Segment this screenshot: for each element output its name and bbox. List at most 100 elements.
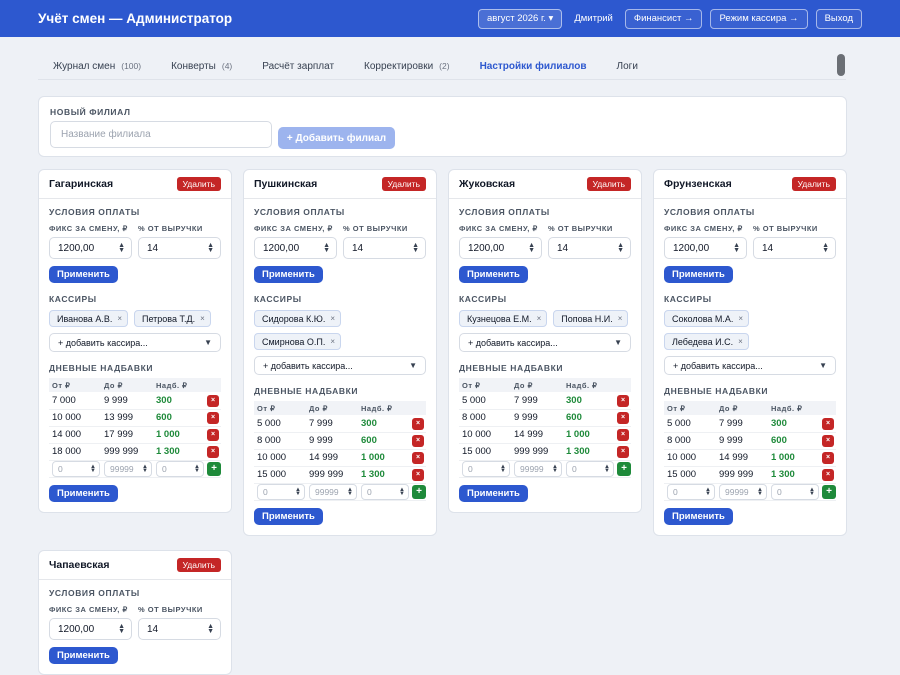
delete-branch-button[interactable]: Удалить xyxy=(381,177,426,191)
new-from-input[interactable]: 0 ▲ ▼ xyxy=(667,483,715,500)
apply-payment-button[interactable]: Применить xyxy=(49,266,118,283)
apply-bonuses-button[interactable]: Применить xyxy=(254,507,323,525)
delete-bonus-icon[interactable]: × xyxy=(207,411,219,424)
delete-bonus-icon[interactable]: × xyxy=(617,428,629,441)
delete-bonus-icon[interactable]: × xyxy=(822,434,834,447)
apply-payment-button[interactable]: Применить xyxy=(254,266,323,283)
spinner-icon[interactable]: ▲ ▼ xyxy=(500,463,506,474)
add-bonus-icon[interactable]: + xyxy=(617,461,631,476)
new-bonus-input[interactable]: 0 ▲ ▼ xyxy=(156,460,204,477)
revenue-percent-input[interactable]: 14 ▲ ▼ xyxy=(753,237,836,259)
logout-button[interactable]: Выход xyxy=(815,8,862,29)
add-cashier-select[interactable]: + добавить кассира... ▼ xyxy=(459,333,631,352)
delete-bonus-icon[interactable]: × xyxy=(412,451,424,464)
remove-cashier-icon[interactable]: × xyxy=(117,314,122,323)
remove-cashier-icon[interactable]: × xyxy=(738,337,743,346)
revenue-percent-input[interactable]: 14 ▲ ▼ xyxy=(138,618,221,640)
month-selector[interactable]: август 2026 г. ▾ xyxy=(478,8,563,29)
spinner-icon[interactable]: ▲ ▼ xyxy=(347,486,353,497)
tab-branch-settings[interactable]: Настройки филиалов xyxy=(465,55,602,77)
delete-bonus-icon[interactable]: × xyxy=(412,468,424,481)
remove-cashier-icon[interactable]: × xyxy=(330,337,336,346)
new-to-input[interactable]: 99999 ▲ ▼ xyxy=(719,483,767,500)
delete-bonus-icon[interactable]: × xyxy=(822,451,834,464)
delete-bonus-icon[interactable]: × xyxy=(412,417,424,430)
new-from-input[interactable]: 0 ▲ ▼ xyxy=(462,460,510,477)
apply-bonuses-button[interactable]: Применить xyxy=(459,484,528,502)
fix-per-shift-input[interactable]: 1200,00 ▲ ▼ xyxy=(459,237,542,259)
spinner-icon[interactable]: ▲ ▼ xyxy=(733,242,740,254)
spinner-icon[interactable]: ▲ ▼ xyxy=(412,242,419,254)
add-cashier-select[interactable]: + добавить кассира... ▼ xyxy=(254,356,426,375)
add-branch-button[interactable]: + Добавить филиал xyxy=(278,127,395,149)
delete-bonus-icon[interactable]: × xyxy=(207,445,219,458)
revenue-percent-input[interactable]: 14 ▲ ▼ xyxy=(548,237,631,259)
cashier-mode-button[interactable]: Режим кассира → xyxy=(710,8,808,29)
apply-bonuses-button[interactable]: Применить xyxy=(664,507,733,525)
spinner-icon[interactable]: ▲ ▼ xyxy=(757,486,763,497)
add-bonus-icon[interactable]: + xyxy=(412,484,426,499)
revenue-percent-input[interactable]: 14 ▲ ▼ xyxy=(343,237,426,259)
add-bonus-icon[interactable]: + xyxy=(822,484,836,499)
spinner-icon[interactable]: ▲ ▼ xyxy=(604,463,610,474)
fix-per-shift-input[interactable]: 1200,00 ▲ ▼ xyxy=(664,237,747,259)
spinner-icon[interactable]: ▲ ▼ xyxy=(528,242,535,254)
delete-bonus-icon[interactable]: × xyxy=(617,445,629,458)
delete-bonus-icon[interactable]: × xyxy=(617,411,629,424)
spinner-icon[interactable]: ▲ ▼ xyxy=(295,486,301,497)
apply-payment-button[interactable]: Применить xyxy=(459,266,528,283)
new-to-input[interactable]: 99999 ▲ ▼ xyxy=(309,483,357,500)
tab-envelopes[interactable]: Конверты (4) xyxy=(156,55,247,77)
apply-payment-button[interactable]: Применить xyxy=(49,647,118,664)
new-bonus-input[interactable]: 0 ▲ ▼ xyxy=(566,460,614,477)
delete-bonus-icon[interactable]: × xyxy=(207,428,219,441)
spinner-icon[interactable]: ▲ ▼ xyxy=(118,242,125,254)
delete-branch-button[interactable]: Удалить xyxy=(791,177,836,191)
new-to-input[interactable]: 99999 ▲ ▼ xyxy=(514,460,562,477)
remove-cashier-icon[interactable]: × xyxy=(330,314,335,323)
fix-per-shift-input[interactable]: 1200,00 ▲ ▼ xyxy=(254,237,337,259)
spinner-icon[interactable]: ▲ ▼ xyxy=(207,242,214,254)
branch-name-input[interactable]: Название филиала xyxy=(50,121,272,148)
revenue-percent-input[interactable]: 14 ▲ ▼ xyxy=(138,237,221,259)
spinner-icon[interactable]: ▲ ▼ xyxy=(552,463,558,474)
new-from-input[interactable]: 0 ▲ ▼ xyxy=(257,483,305,500)
remove-cashier-icon[interactable]: × xyxy=(200,314,205,323)
spinner-icon[interactable]: ▲ ▼ xyxy=(118,623,125,635)
fix-per-shift-input[interactable]: 1200,00 ▲ ▼ xyxy=(49,618,132,640)
delete-bonus-icon[interactable]: × xyxy=(617,394,629,407)
spinner-icon[interactable]: ▲ ▼ xyxy=(90,463,96,474)
delete-bonus-icon[interactable]: × xyxy=(207,394,219,407)
add-cashier-select[interactable]: + добавить кассира... ▼ xyxy=(49,333,221,352)
remove-cashier-icon[interactable]: × xyxy=(617,314,623,323)
tab-logs[interactable]: Логи xyxy=(602,55,653,77)
scrollbar-thumb[interactable] xyxy=(837,54,845,76)
fix-per-shift-input[interactable]: 1200,00 ▲ ▼ xyxy=(49,237,132,259)
spinner-icon[interactable]: ▲ ▼ xyxy=(399,486,405,497)
new-to-input[interactable]: 99999 ▲ ▼ xyxy=(104,460,152,477)
spinner-icon[interactable]: ▲ ▼ xyxy=(617,242,624,254)
finance-button[interactable]: Финансист → xyxy=(624,8,703,29)
spinner-icon[interactable]: ▲ ▼ xyxy=(705,486,711,497)
spinner-icon[interactable]: ▲ ▼ xyxy=(809,486,815,497)
new-from-input[interactable]: 0 ▲ ▼ xyxy=(52,460,100,477)
delete-branch-button[interactable]: Удалить xyxy=(586,177,631,191)
remove-cashier-icon[interactable]: × xyxy=(536,314,542,323)
delete-branch-button[interactable]: Удалить xyxy=(176,558,221,572)
apply-payment-button[interactable]: Применить xyxy=(664,266,733,283)
spinner-icon[interactable]: ▲ ▼ xyxy=(194,463,200,474)
new-bonus-input[interactable]: 0 ▲ ▼ xyxy=(361,483,409,500)
tab-payroll[interactable]: Расчёт зарплат xyxy=(247,55,349,77)
spinner-icon[interactable]: ▲ ▼ xyxy=(142,463,148,474)
delete-bonus-icon[interactable]: × xyxy=(822,417,834,430)
tab-shift-log[interactable]: Журнал смен (100) xyxy=(38,55,156,77)
spinner-icon[interactable]: ▲ ▼ xyxy=(822,242,829,254)
new-bonus-input[interactable]: 0 ▲ ▼ xyxy=(771,483,819,500)
spinner-icon[interactable]: ▲ ▼ xyxy=(323,242,330,254)
spinner-icon[interactable]: ▲ ▼ xyxy=(207,623,214,635)
apply-bonuses-button[interactable]: Применить xyxy=(49,484,118,502)
tab-adjustments[interactable]: Корректировки (2) xyxy=(349,55,465,77)
delete-branch-button[interactable]: Удалить xyxy=(176,177,221,191)
add-cashier-select[interactable]: + добавить кассира... ▼ xyxy=(664,356,836,375)
remove-cashier-icon[interactable]: × xyxy=(738,314,744,323)
